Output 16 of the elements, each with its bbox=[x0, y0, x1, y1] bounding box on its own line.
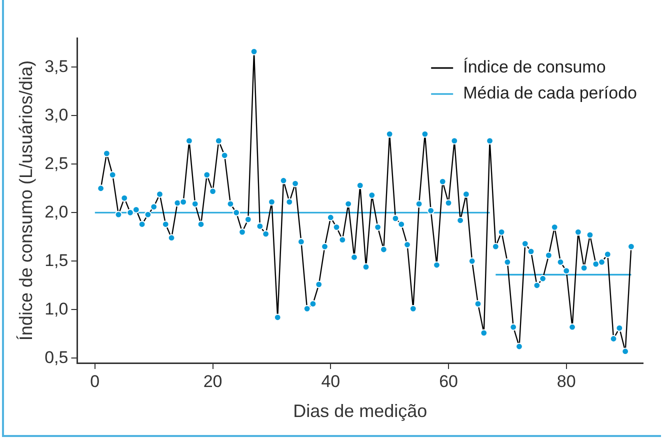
y-tick-label: 1,0 bbox=[44, 299, 68, 318]
legend-label: Índice de consumo bbox=[463, 58, 606, 77]
x-tick-label: 80 bbox=[556, 372, 576, 391]
y-tick-label: 2,0 bbox=[44, 202, 68, 222]
x-tick-label: 40 bbox=[321, 372, 340, 391]
legend-label: Média de cada período bbox=[463, 84, 638, 103]
y-tick-label: 2,5 bbox=[44, 154, 68, 173]
x-tick-label: 0 bbox=[90, 372, 100, 391]
y-tick-label: 3,0 bbox=[44, 105, 68, 124]
x-axis-title: Dias de medição bbox=[293, 401, 428, 422]
y-axis-title: Índice de consumo (L/usuários/dia) bbox=[16, 60, 36, 341]
y-tick-label: 3,5 bbox=[44, 56, 68, 76]
y-tick-label: 0,5 bbox=[44, 348, 68, 367]
x-tick-label: 60 bbox=[439, 372, 458, 391]
y-tick-label: 1,5 bbox=[44, 250, 68, 270]
x-tick-label: 20 bbox=[203, 372, 222, 391]
